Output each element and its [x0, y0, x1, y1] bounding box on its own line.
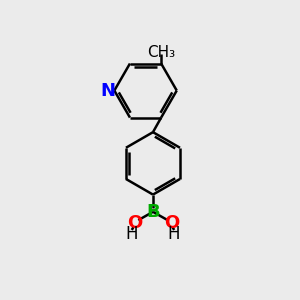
Text: O: O [127, 214, 142, 232]
Text: H: H [168, 225, 180, 243]
Text: N: N [100, 82, 115, 100]
Text: H: H [126, 225, 138, 243]
Text: O: O [164, 214, 179, 232]
Text: CH₃: CH₃ [147, 45, 175, 60]
Text: B: B [146, 203, 160, 221]
